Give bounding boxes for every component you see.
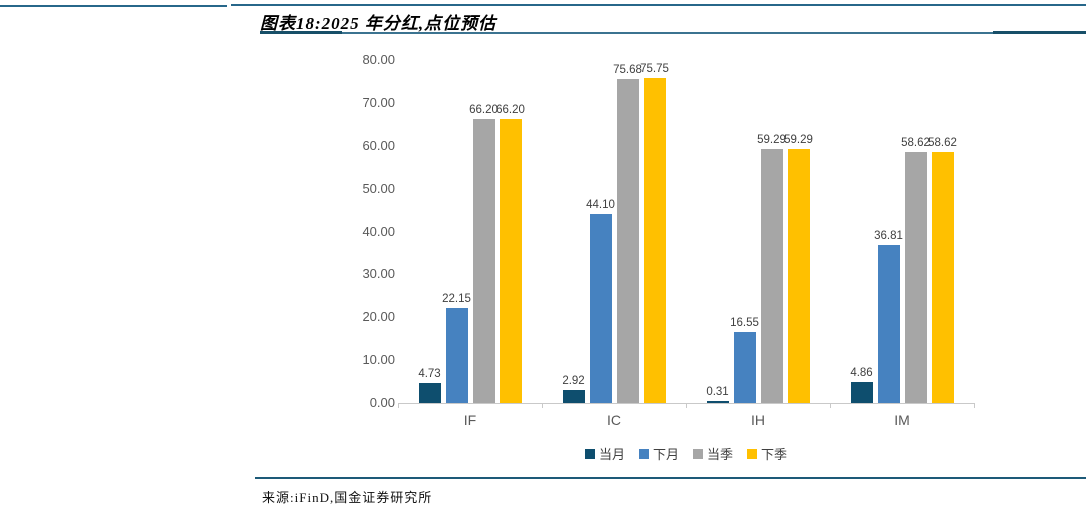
legend-item-0: 当月 <box>584 444 625 463</box>
bar-value-label: 58.62 <box>928 136 957 149</box>
title-underline-thin <box>342 32 993 34</box>
bar-group-if: 4.73 22.15 66.20 66.20 <box>398 60 542 403</box>
bar-wrap: 66.20 <box>469 60 498 403</box>
bar-value-label: 66.20 <box>469 104 498 117</box>
bar-当月-ih <box>706 401 729 403</box>
y-tick-label: 20.00 <box>362 309 395 325</box>
bar-下季-ic <box>643 78 666 403</box>
legend-label: 当月 <box>598 447 625 462</box>
x-axis-category-labels: IF IC IH IM <box>398 412 974 428</box>
bar-value-label: 16.55 <box>730 317 759 330</box>
bar-wrap: 22.15 <box>442 60 471 403</box>
bar-下季-im <box>931 151 954 403</box>
title-underline-thick-left <box>260 31 342 34</box>
bar-下季-if <box>499 119 522 403</box>
legend-swatch-icon <box>693 448 703 459</box>
bar-当季-ic <box>616 78 639 403</box>
x-axis-tick <box>686 403 687 408</box>
legend-swatch-icon <box>584 448 595 459</box>
bar-wrap: 66.20 <box>496 60 525 403</box>
bar-wrap: 4.86 <box>850 60 873 403</box>
y-tick-label: 0.00 <box>369 395 395 410</box>
top-rule-left-segment <box>0 5 227 7</box>
x-category-label-ic: IC <box>607 412 621 428</box>
y-tick-label: 40.00 <box>362 223 395 239</box>
y-tick-label: 80.00 <box>362 52 395 67</box>
bar-wrap: 58.62 <box>928 60 957 403</box>
y-tick-label: 10.00 <box>362 352 395 368</box>
bar-value-label: 22.15 <box>442 293 471 306</box>
bar-wrap: 59.29 <box>784 60 813 403</box>
legend-item-1: 下月 <box>638 444 679 463</box>
bar-wrap: 16.55 <box>730 60 759 403</box>
x-category-label-ih: IH <box>751 412 765 428</box>
y-tick-label: 70.00 <box>362 94 395 110</box>
bar-value-label: 0.31 <box>706 386 729 398</box>
bar-下月-ic <box>589 213 612 403</box>
bar-当月-im <box>850 382 873 403</box>
bar-value-label: 75.68 <box>613 63 642 76</box>
bar-value-label: 36.81 <box>874 230 903 243</box>
bar-value-label: 75.75 <box>640 63 669 76</box>
y-tick-label: 60.00 <box>362 137 395 153</box>
bar-下季-ih <box>787 148 810 403</box>
bar-wrap: 36.81 <box>874 60 903 403</box>
bar-value-label: 59.29 <box>757 133 786 146</box>
x-axis-tick <box>542 403 543 408</box>
legend-item-3: 下季 <box>747 444 787 463</box>
bar-wrap: 4.73 <box>418 60 441 403</box>
y-tick-label: 30.00 <box>362 266 395 282</box>
footer-rule <box>255 477 1086 479</box>
bar-wrap: 44.10 <box>586 60 615 403</box>
chart-title: 图表18:2025 年分红,点位预估 <box>260 14 497 33</box>
plot-area: 4.73 22.15 66.20 66.20 2.92 44.10 75.68 75.75 0.… <box>398 60 974 403</box>
legend-swatch-icon <box>747 448 758 459</box>
bar-value-label: 66.20 <box>496 104 525 117</box>
bar-wrap: 75.68 <box>613 60 642 403</box>
bar-value-label: 59.29 <box>784 133 813 146</box>
bar-group-ih: 0.31 16.55 59.29 59.29 <box>686 60 830 403</box>
x-axis-tick <box>830 403 831 408</box>
bar-group-im: 4.86 36.81 58.62 58.62 <box>830 60 974 403</box>
bar-value-label: 4.86 <box>850 367 873 380</box>
source-attribution: 来源:iFinD,国金证券研究所 <box>262 490 433 505</box>
bar-wrap: 58.62 <box>901 60 930 403</box>
bar-value-label: 58.62 <box>901 136 930 149</box>
x-axis-tick <box>398 403 399 408</box>
bar-group-ic: 2.92 44.10 75.68 75.75 <box>542 60 686 403</box>
bar-当月-if <box>418 382 441 403</box>
bar-value-label: 4.73 <box>418 367 441 380</box>
legend-label: 下季 <box>761 447 788 462</box>
chart-legend: 当月 下月 当季 下季 <box>398 444 974 463</box>
legend-label: 下月 <box>652 447 679 462</box>
y-axis: 80.00 70.00 60.00 50.00 40.00 30.00 20.00 10.00… <box>325 53 395 410</box>
legend-swatch-icon <box>638 448 649 459</box>
title-underline-thick-right <box>993 31 1086 34</box>
bar-下月-im <box>877 245 900 403</box>
legend-item-2: 当季 <box>693 444 733 463</box>
x-category-label-im: IM <box>894 412 910 428</box>
top-rule-right-segment <box>231 4 1086 6</box>
bar-下月-if <box>445 308 468 403</box>
bar-wrap: 0.31 <box>706 60 729 403</box>
bar-wrap: 75.75 <box>640 60 669 403</box>
y-tick-label: 50.00 <box>362 180 395 196</box>
bar-下月-ih <box>733 332 756 403</box>
bar-当季-im <box>904 151 927 403</box>
bar-wrap: 2.92 <box>562 60 585 403</box>
bar-value-label: 44.10 <box>586 198 615 211</box>
bar-当季-ih <box>760 148 783 403</box>
x-category-label-if: IF <box>463 412 477 428</box>
bar-value-label: 2.92 <box>562 375 585 388</box>
bar-当月-ic <box>562 390 585 403</box>
legend-label: 当季 <box>707 447 734 462</box>
bar-wrap: 59.29 <box>757 60 786 403</box>
bar-当季-if <box>472 119 495 403</box>
x-axis-tick <box>974 403 975 408</box>
